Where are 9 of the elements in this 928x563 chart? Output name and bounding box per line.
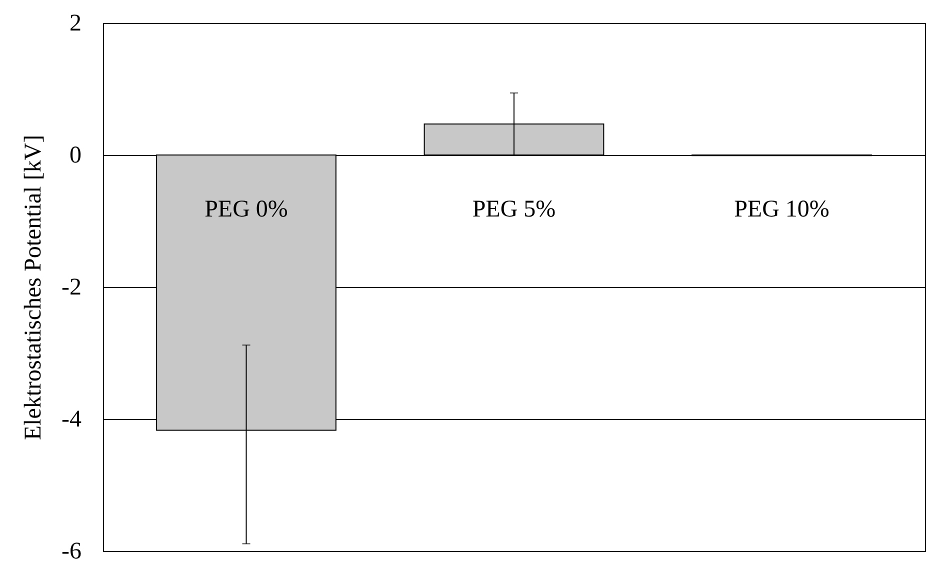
x-tick-label: PEG 0%: [204, 196, 288, 223]
y-tick-label: 0: [70, 142, 82, 168]
y-tick-label: -6: [62, 538, 82, 563]
x-tick-label: PEG 5%: [472, 196, 556, 223]
y-axis-title: Elektrostatisches Potential [kV]: [20, 134, 47, 440]
x-tick-label: PEG 10%: [734, 196, 830, 223]
y-tick-label: -2: [62, 274, 82, 300]
y-tick-label: -4: [62, 406, 82, 432]
y-tick-label: 2: [70, 10, 82, 36]
